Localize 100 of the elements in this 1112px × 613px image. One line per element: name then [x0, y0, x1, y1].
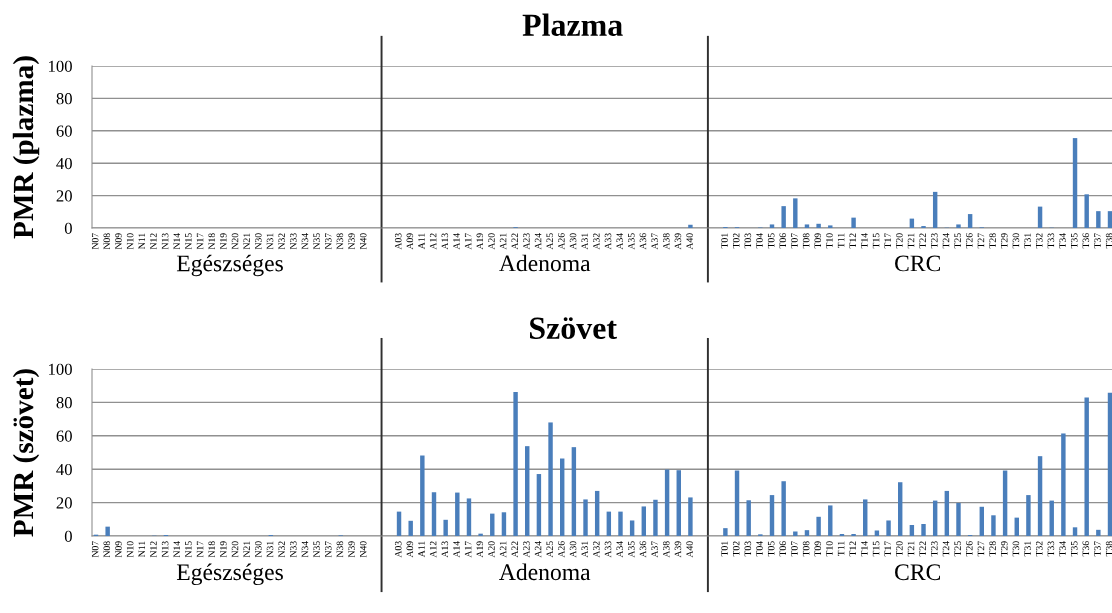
- x-tick-label: T06: [779, 233, 787, 249]
- bar: [793, 198, 798, 228]
- y-axis-title: PMR (plazma): [12, 56, 40, 239]
- x-tick-label: T12: [849, 233, 856, 249]
- bar: [956, 224, 961, 228]
- bar: [804, 530, 810, 536]
- x-tick-label: T24: [942, 541, 950, 557]
- x-tick-label: N11: [138, 541, 145, 557]
- bar: [781, 206, 786, 228]
- x-tick-label: A21: [499, 541, 507, 558]
- x-tick-label: A20: [488, 541, 495, 558]
- x-tick-label: N13: [161, 541, 169, 558]
- y-tick-label: 100: [49, 60, 72, 72]
- x-tick-label: A11: [418, 541, 425, 558]
- y-tick-label: 20: [56, 497, 72, 509]
- x-tick-label: N19: [220, 233, 227, 250]
- bar: [851, 217, 856, 228]
- x-tick-label: A38: [662, 233, 670, 250]
- x-tick-label: T31: [1024, 541, 1031, 557]
- x-tick-label: T08: [802, 233, 810, 249]
- y-tick-label: 40: [56, 463, 72, 476]
- x-tick-label: T02: [732, 233, 740, 249]
- x-tick-label: A14: [453, 233, 460, 250]
- bar: [828, 505, 833, 536]
- x-tick-label: N30: [255, 541, 262, 558]
- x-tick-label: T15: [872, 541, 880, 557]
- x-tick-label: N20: [231, 541, 239, 558]
- x-tick-label: A34: [616, 541, 623, 558]
- x-tick-label: T17: [884, 233, 891, 249]
- y-tick-label: 40: [56, 157, 72, 170]
- x-tick-label: A36: [639, 541, 647, 558]
- x-tick-label: A23: [523, 233, 530, 250]
- x-tick-label: T14: [861, 541, 868, 557]
- x-tick-label: T01: [721, 233, 728, 249]
- x-tick-label: A38: [662, 541, 670, 558]
- x-tick-label: A40: [686, 541, 693, 558]
- bar: [816, 516, 821, 536]
- x-tick-label: A30: [569, 541, 577, 558]
- bar: [1072, 138, 1078, 228]
- bar: [909, 524, 915, 536]
- x-tick-label: T07: [791, 541, 798, 557]
- x-tick-label: T14: [861, 233, 868, 249]
- x-tick-label: N31: [266, 541, 274, 558]
- x-tick-label: N09: [115, 233, 122, 250]
- x-tick-label: N10: [126, 541, 134, 558]
- y-tick-label: 80: [56, 397, 72, 409]
- bar: [525, 446, 530, 536]
- x-tick-label: A13: [441, 541, 449, 558]
- x-tick-label: T10: [826, 233, 833, 249]
- x-tick-label: A31: [581, 233, 588, 250]
- x-tick-label: T21: [907, 233, 915, 249]
- bar: [443, 519, 448, 536]
- y-tick-label: 0: [64, 222, 72, 234]
- x-tick-label: N15: [185, 541, 192, 558]
- bar: [1002, 470, 1008, 536]
- x-tick-label: A24: [534, 233, 542, 250]
- x-tick-label: T06: [779, 541, 787, 557]
- x-tick-label: A35: [628, 541, 635, 558]
- bar: [828, 225, 833, 228]
- x-tick-label: N40: [359, 233, 367, 250]
- x-tick-label: N13: [161, 233, 169, 250]
- x-tick-label: N30: [255, 233, 262, 250]
- x-tick-label: A36: [639, 233, 647, 250]
- x-tick-label: A17: [464, 233, 472, 250]
- x-tick-label: T29: [1001, 541, 1008, 557]
- x-tick-label: N31: [266, 233, 274, 250]
- bar: [664, 469, 670, 536]
- x-tick-label: A39: [674, 233, 682, 250]
- x-tick-label: A17: [464, 541, 472, 558]
- bar: [991, 515, 996, 536]
- x-tick-label: T38: [1105, 541, 1112, 557]
- bar: [618, 511, 623, 536]
- x-tick-label: T02: [732, 541, 740, 557]
- bar: [571, 447, 577, 536]
- x-tick-label: T26: [966, 233, 973, 249]
- x-tick-label: A20: [488, 233, 495, 250]
- x-tick-label: A21: [499, 233, 507, 250]
- x-tick-label: A03: [394, 233, 402, 250]
- x-tick-label: A22: [511, 541, 518, 558]
- bar: [688, 497, 693, 536]
- bar: [408, 520, 413, 536]
- x-tick-label: T25: [954, 233, 961, 249]
- bar: [781, 481, 786, 536]
- x-tick-label: N08: [103, 541, 111, 558]
- x-tick-label: A12: [429, 233, 437, 250]
- x-tick-label: N18: [208, 233, 215, 250]
- x-tick-label: A03: [394, 541, 402, 558]
- bar: [897, 482, 903, 536]
- x-tick-label: T20: [896, 233, 903, 249]
- bar: [1107, 392, 1112, 536]
- x-tick-label: T35: [1070, 541, 1078, 557]
- x-tick-label: N37: [325, 233, 332, 250]
- x-tick-label: T27: [977, 541, 985, 557]
- x-tick-label: N37: [325, 541, 332, 558]
- bar: [1096, 529, 1101, 536]
- x-tick-label: T22: [919, 541, 926, 557]
- x-tick-label: T22: [919, 233, 926, 249]
- x-tick-label: N35: [313, 233, 320, 250]
- bar: [466, 498, 472, 536]
- bar: [431, 492, 437, 536]
